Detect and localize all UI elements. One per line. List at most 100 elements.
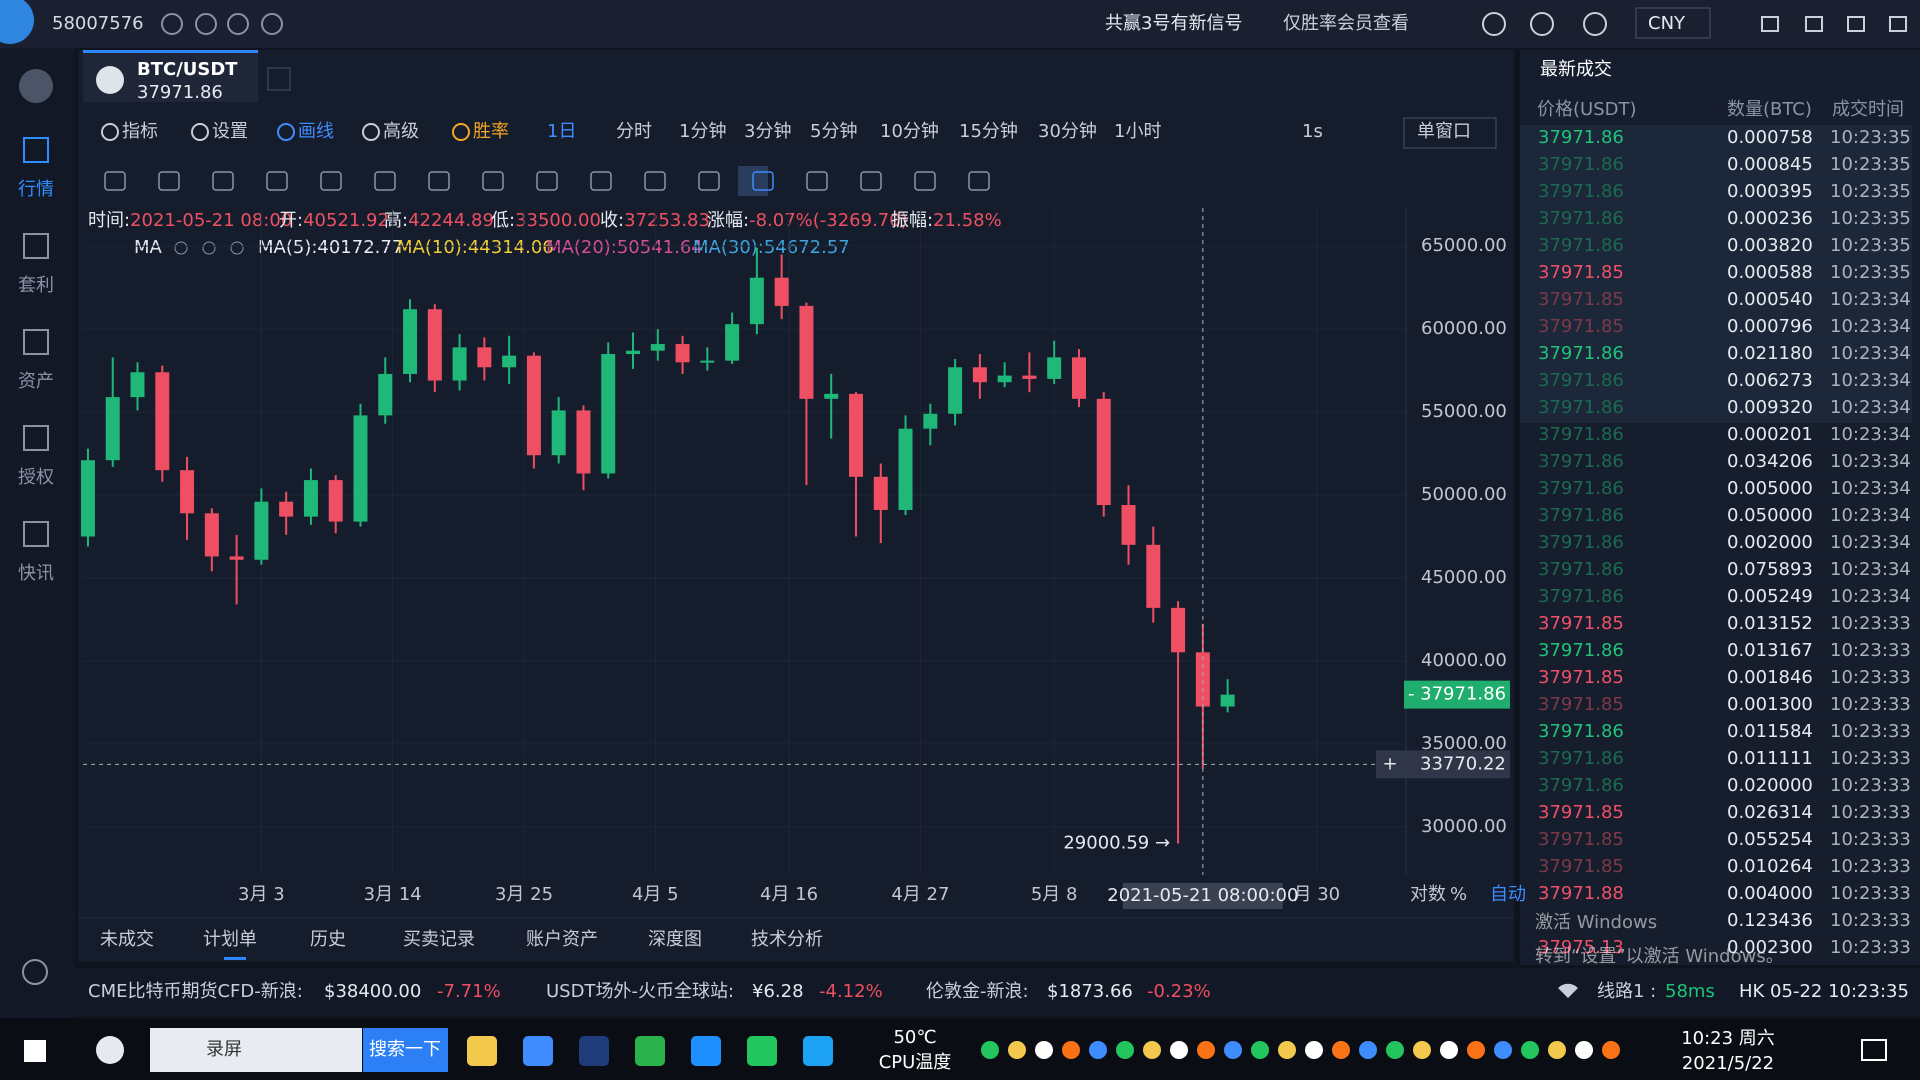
drawing-tool[interactable] [104, 171, 126, 191]
drawing-tool[interactable] [428, 171, 450, 191]
drawing-tool[interactable] [482, 171, 504, 191]
drawing-tool[interactable] [914, 171, 936, 191]
ma-control[interactable] [202, 241, 216, 255]
top-icon[interactable] [1530, 12, 1554, 36]
tray-icon[interactable] [1143, 1041, 1161, 1059]
refresh[interactable]: 1s [1302, 121, 1323, 142]
search-box[interactable] [150, 1028, 362, 1072]
drawing-tool[interactable] [752, 171, 774, 191]
tray-icon[interactable] [981, 1041, 999, 1059]
search-button-label[interactable]: 搜索一下 [369, 1039, 441, 1060]
interval[interactable]: 15分钟 [959, 121, 1018, 142]
bottom-tab[interactable]: 买卖记录 [403, 929, 475, 950]
drawing-tool[interactable] [644, 171, 666, 191]
bottom-tab[interactable]: 深度图 [648, 929, 702, 950]
sidebar-icon[interactable] [23, 521, 49, 547]
sidebar-label[interactable]: 快讯 [18, 563, 54, 584]
tray-icon[interactable] [1521, 1041, 1539, 1059]
taskbar-app[interactable] [523, 1036, 553, 1066]
window-control[interactable] [1805, 16, 1823, 32]
taskbar-app[interactable] [635, 1036, 665, 1066]
tray-icon[interactable] [1170, 1041, 1188, 1059]
bottom-tab[interactable]: 计划单 [203, 929, 257, 950]
toolbar-item[interactable]: 设置 [212, 121, 248, 142]
scale-option[interactable]: 对数 [1410, 884, 1446, 905]
drawing-tool[interactable] [590, 171, 612, 191]
bottom-tab[interactable]: 技术分析 [751, 929, 823, 950]
taskbar-app[interactable] [467, 1036, 497, 1066]
drawing-tool[interactable] [968, 171, 990, 191]
taskbar-app[interactable] [747, 1036, 777, 1066]
taskbar-app[interactable] [803, 1036, 833, 1066]
toolbar-item[interactable]: 胜率 [473, 121, 509, 142]
drawing-tool[interactable] [806, 171, 828, 191]
symbol[interactable]: BTC/USDT [137, 59, 238, 80]
sidebar-label[interactable]: 行情 [18, 179, 54, 200]
tray-icon[interactable] [1332, 1041, 1350, 1059]
ma-control[interactable] [230, 241, 244, 255]
ma-control[interactable] [174, 241, 188, 255]
drawing-tool[interactable] [698, 171, 720, 191]
sidebar-icon[interactable] [23, 137, 49, 163]
taskbar-app[interactable] [691, 1036, 721, 1066]
tray-icon[interactable] [1305, 1041, 1323, 1059]
tray-icon[interactable] [1440, 1041, 1458, 1059]
window-mode[interactable]: 单窗口 [1417, 121, 1471, 142]
tray-icon[interactable] [1251, 1041, 1269, 1059]
drawing-tool[interactable] [158, 171, 180, 191]
sidebar-label[interactable]: 资产 [18, 371, 54, 392]
drawing-tool[interactable] [212, 171, 234, 191]
tray-icon[interactable] [1494, 1041, 1512, 1059]
drawing-tool[interactable] [320, 171, 342, 191]
add-tab[interactable] [267, 67, 291, 91]
tray-icon[interactable] [1548, 1041, 1566, 1059]
bottom-tab[interactable]: 账户资产 [526, 929, 598, 950]
tray-icon[interactable] [1386, 1041, 1404, 1059]
interval[interactable]: 30分钟 [1038, 121, 1097, 142]
tray-icon[interactable] [1602, 1041, 1620, 1059]
notification-icon[interactable] [1861, 1039, 1887, 1061]
tray-icon[interactable] [1089, 1041, 1107, 1059]
window-control[interactable] [1847, 16, 1865, 32]
tray-icon[interactable] [1062, 1041, 1080, 1059]
tray-icon[interactable] [1413, 1041, 1431, 1059]
window-control[interactable] [1889, 16, 1907, 32]
signal-notice[interactable]: 共赢3号有新信号 [1105, 12, 1242, 34]
currency[interactable]: CNY [1648, 13, 1686, 34]
interval[interactable]: 分时 [616, 121, 652, 142]
interval[interactable]: 5分钟 [810, 121, 857, 142]
avatar[interactable] [0, 0, 34, 44]
interval[interactable]: 3分钟 [744, 121, 791, 142]
tray-icon[interactable] [1467, 1041, 1485, 1059]
tray-icon[interactable] [1197, 1041, 1215, 1059]
sidebar-label[interactable]: 授权 [18, 467, 54, 488]
sidebar-icon[interactable] [23, 329, 49, 355]
tray-icon[interactable] [1359, 1041, 1377, 1059]
scale-option[interactable]: 自动 [1490, 884, 1526, 905]
drawing-tool[interactable] [536, 171, 558, 191]
bottom-tab[interactable]: 未成交 [100, 929, 154, 950]
tray-icon[interactable] [1116, 1041, 1134, 1059]
taskbar-app[interactable] [579, 1036, 609, 1066]
tray-icon[interactable] [1278, 1041, 1296, 1059]
tray-icon[interactable] [1035, 1041, 1053, 1059]
tray-icon[interactable] [1224, 1041, 1242, 1059]
toolbar-item[interactable]: 高级 [383, 121, 419, 142]
search-button[interactable] [363, 1028, 448, 1072]
drawing-tool[interactable] [374, 171, 396, 191]
drawing-tool[interactable] [266, 171, 288, 191]
sidebar-label[interactable]: 套利 [18, 275, 54, 296]
app-icon[interactable] [96, 1036, 124, 1064]
bottom-tab[interactable]: 历史 [310, 929, 346, 950]
tray-icon[interactable] [1008, 1041, 1026, 1059]
sidebar-icon[interactable] [23, 233, 49, 259]
toolbar-item[interactable]: 画线 [298, 121, 334, 142]
interval[interactable]: 10分钟 [880, 121, 939, 142]
top-icon[interactable] [1583, 12, 1607, 36]
sidebar-icon[interactable] [23, 425, 49, 451]
toolbar-item[interactable]: 指标 [122, 121, 158, 142]
start-button[interactable] [24, 1040, 46, 1062]
window-box[interactable] [1403, 117, 1497, 149]
drawing-tool[interactable] [860, 171, 882, 191]
scale-option[interactable]: % [1450, 884, 1467, 905]
